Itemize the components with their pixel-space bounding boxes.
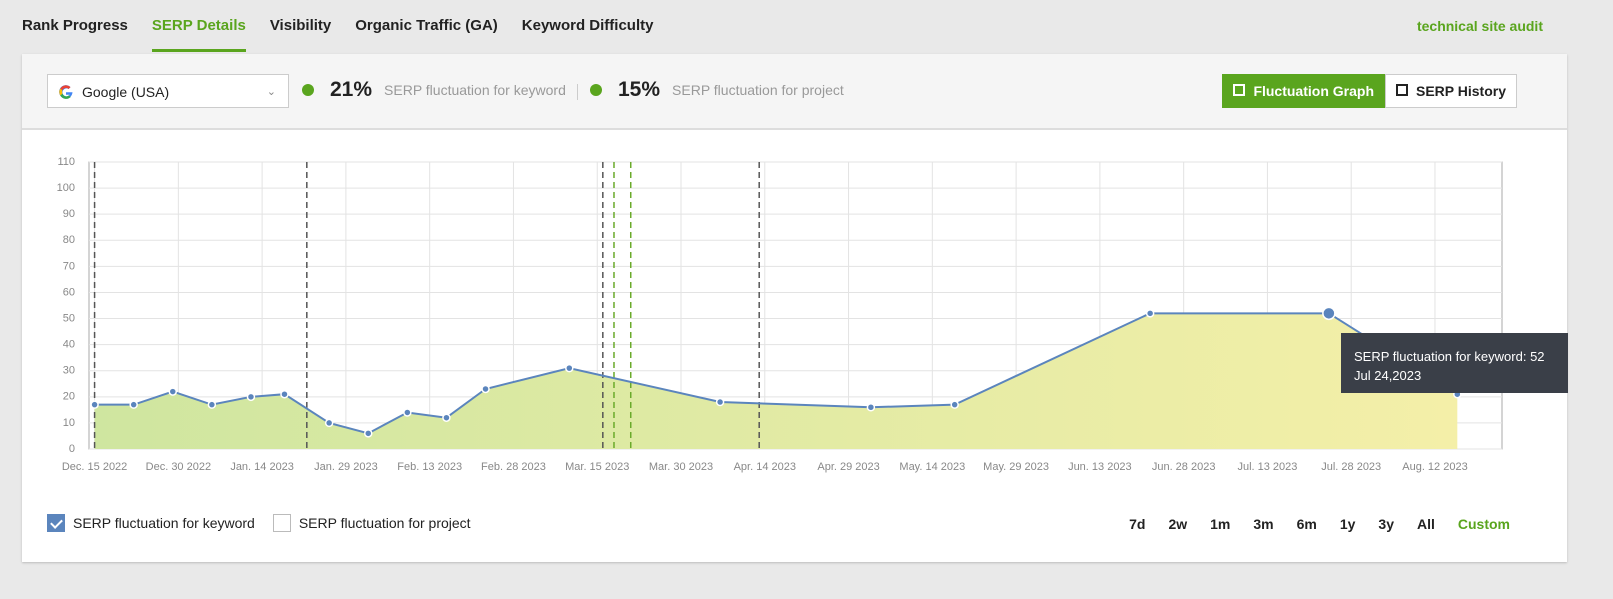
metric-value: 15% — [618, 78, 661, 101]
y-tick-label: 30 — [63, 365, 75, 377]
range-button[interactable]: 2w — [1168, 516, 1188, 532]
y-tick-label: 100 — [57, 182, 75, 194]
button-label: SERP History — [1416, 83, 1506, 99]
x-tick-label: Mar. 30 2023 — [649, 461, 713, 473]
tab[interactable]: Rank Progress — [22, 17, 128, 34]
status-dot — [302, 84, 314, 96]
status-dot — [590, 84, 602, 96]
x-tick-label: May. 29 2023 — [983, 461, 1049, 473]
point — [1145, 309, 1155, 318]
x-tick-label: Feb. 28 2023 — [481, 461, 546, 473]
view-button[interactable]: SERP History — [1385, 74, 1517, 108]
area — [94, 313, 1458, 449]
range-button[interactable]: 3y — [1378, 516, 1394, 532]
google-icon — [59, 85, 73, 99]
legend-item[interactable]: SERP fluctuation for keyword — [47, 514, 255, 532]
point — [481, 384, 490, 394]
point — [715, 397, 725, 407]
point — [950, 400, 959, 409]
x-tick-label: Jan. 14 2023 — [230, 461, 294, 473]
y-tick-label: 110 — [57, 156, 75, 168]
tab[interactable]: Keyword Difficulty — [521, 17, 654, 34]
x-tick-label: Feb. 13 2023 — [397, 461, 462, 473]
tab[interactable]: Visibility — [269, 17, 332, 34]
caret: ⌄ — [266, 86, 276, 98]
point — [168, 387, 178, 396]
legend-label: SERP fluctuation for project — [298, 515, 471, 531]
x-tick-label: Dec. 15 2022 — [62, 461, 127, 473]
x-tick-label: Mar. 15 2023 — [565, 461, 629, 473]
engine-select[interactable]: Google (USA) ⌄ — [47, 74, 289, 108]
project-metric: 15% SERP fluctuation for project — [590, 78, 844, 102]
range-button[interactable]: 1m — [1210, 516, 1231, 532]
x-tick-label: Jun. 13 2023 — [1068, 461, 1132, 473]
y-tick-label: 90 — [63, 208, 75, 220]
legend-item[interactable]: SERP fluctuation for project — [272, 514, 471, 532]
audit-link[interactable]: technical site audit — [1416, 18, 1543, 34]
point — [442, 413, 451, 422]
y-tick-label: 50 — [63, 312, 75, 324]
x-tick-label: May. 14 2023 — [899, 461, 965, 473]
point — [280, 389, 289, 399]
x-tick-label: Apr. 14 2023 — [734, 461, 796, 473]
range-picker: 7d 2w 1m 3m 6m 1y 3y All Custom — [1106, 516, 1510, 532]
tooltip-text: SERP fluctuation for keyword: 52 — [1354, 349, 1545, 364]
point — [246, 392, 256, 402]
point — [565, 363, 574, 373]
range-button[interactable]: 3m — [1253, 516, 1274, 532]
view-switch: Fluctuation Graph SERP History — [1222, 74, 1517, 108]
y-tick-label: 20 — [63, 391, 75, 403]
y-tick-label: 40 — [63, 339, 75, 351]
legend-label: SERP fluctuation for keyword — [73, 515, 255, 531]
y-tick-label: 0 — [69, 443, 75, 455]
tooltip: SERP fluctuation for keyword: 52 Jul 24,… — [1341, 333, 1568, 393]
tooltip-date: Jul 24,2023 — [1354, 368, 1422, 383]
line — [94, 312, 1458, 435]
point — [866, 403, 876, 412]
chart: 0 10 20 30 40 50 60 70 80 90 100 110 Dec. 15 2022 Dec… — [57, 156, 1503, 473]
y-tick-label: 80 — [63, 234, 75, 246]
keyword-metric: 21% SERP fluctuation for keyword — [302, 78, 566, 102]
point — [324, 418, 334, 428]
x-tick-label: Jul. 13 2023 — [1237, 461, 1297, 473]
point — [1322, 306, 1336, 321]
button-icon — [1233, 84, 1246, 96]
checkbox[interactable] — [272, 514, 291, 532]
y-tick-label: 10 — [63, 417, 75, 429]
metric-label: SERP fluctuation for keyword — [384, 82, 566, 98]
button-icon — [1396, 84, 1408, 96]
tab[interactable]: SERP Details — [151, 0, 246, 52]
range-button[interactable]: 1y — [1339, 516, 1356, 532]
tab[interactable]: Organic Traffic (GA) — [355, 17, 498, 34]
x-tick-label: Aug. 12 2023 — [1402, 461, 1467, 473]
point — [129, 400, 138, 409]
point — [90, 400, 99, 409]
toolbar: Google (USA) ⌄ 21% SERP fluctuation for … — [22, 54, 1567, 130]
x-tick-label: Apr. 29 2023 — [817, 461, 879, 473]
metric-label: SERP fluctuation for project — [672, 82, 844, 98]
button-label: Fluctuation Graph — [1253, 83, 1374, 99]
point — [403, 408, 412, 417]
separator — [577, 84, 578, 100]
range-button[interactable]: 7d — [1129, 516, 1146, 532]
y-tick-label: 60 — [63, 286, 75, 298]
panel: Google (USA) ⌄ 21% SERP fluctuation for … — [22, 54, 1567, 562]
y-tick-label: 70 — [63, 260, 75, 272]
range-button[interactable]: 6m — [1296, 516, 1317, 532]
view-button[interactable]: Fluctuation Graph — [1222, 74, 1385, 108]
engine-label: Google (USA) — [82, 84, 170, 100]
tab-bar: Rank Progress SERP Details Visibility Organ… — [22, 0, 677, 54]
x-tick-label: Jun. 28 2023 — [1152, 461, 1216, 473]
x-tick-label: Jul. 28 2023 — [1321, 461, 1381, 473]
x-tick-label: Jan. 29 2023 — [314, 461, 378, 473]
metric-value: 21% — [330, 78, 373, 101]
point — [207, 400, 217, 409]
range-button[interactable]: Custom — [1457, 516, 1510, 532]
x-tick-label: Dec. 30 2022 — [146, 461, 211, 473]
point — [363, 429, 373, 438]
range-button[interactable]: All — [1416, 516, 1435, 532]
legend: SERP fluctuation for keyword SERP fluctua… — [47, 514, 489, 532]
checkbox[interactable] — [47, 514, 65, 532]
